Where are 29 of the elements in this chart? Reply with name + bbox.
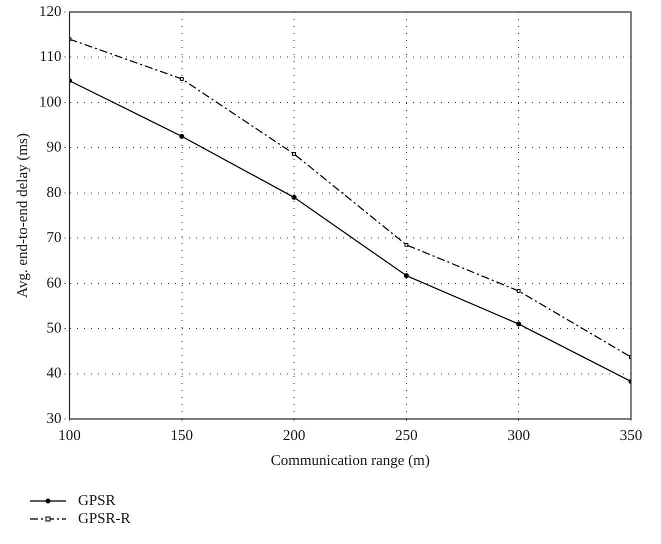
y-tick-label: 110 [40, 49, 62, 66]
legend-label: GPSR-R [78, 510, 131, 528]
point [292, 152, 296, 156]
line-series [70, 37, 631, 359]
y-tick-label: 120 [39, 4, 62, 20]
point [179, 134, 184, 139]
y-tick-label: 90 [46, 140, 62, 156]
point [180, 77, 184, 81]
x-tick-label: 350 [620, 428, 642, 444]
point [292, 194, 297, 200]
x-axis-title: Communication range (m) [270, 452, 430, 469]
x-tick-label: 150 [170, 428, 194, 444]
point [516, 322, 522, 327]
legend-label: GPSR [78, 492, 116, 510]
x-tick-label: 300 [507, 428, 530, 444]
x-tick-label: 200 [282, 428, 306, 444]
point [516, 289, 521, 293]
y-axis-title: Avg. end-to-end delay (ms) [14, 133, 31, 298]
x-tick-label: 100 [58, 428, 81, 444]
point [404, 273, 409, 278]
y-tick-label: 80 [46, 184, 62, 201]
y-tick-label: 30 [46, 410, 62, 427]
y-tick-label: 70 [46, 230, 62, 246]
x-tick-label: 250 [395, 428, 418, 444]
y-tick-label: 50 [46, 320, 62, 336]
point [404, 242, 408, 247]
y-tick-label: 100 [39, 94, 62, 110]
y-tick-label: 40 [46, 366, 62, 382]
y-tick-label: 60 [46, 275, 62, 292]
